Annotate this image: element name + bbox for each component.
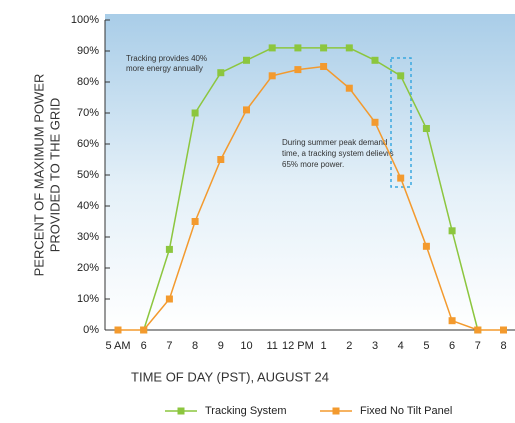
y-tick-label: 60%	[77, 138, 99, 150]
legend-label: Tracking System	[205, 405, 287, 417]
annotation: time, a tracking system delievrs	[282, 149, 394, 158]
y-tick-label: 50%	[77, 169, 99, 181]
y-tick-label: 20%	[77, 262, 99, 274]
point	[294, 44, 301, 51]
point	[115, 327, 122, 334]
x-tick-label: 5 AM	[105, 340, 130, 352]
x-tick-label: 11	[266, 340, 277, 352]
y-tick-label: 100%	[71, 14, 99, 26]
legend-marker	[178, 408, 185, 415]
point	[372, 119, 379, 126]
y-tick-label: 90%	[77, 45, 99, 57]
x-tick-label: 7	[166, 340, 172, 352]
point	[269, 44, 276, 51]
x-tick-label: 10	[240, 340, 252, 352]
point	[423, 243, 430, 250]
x-tick-label: 6	[449, 340, 455, 352]
point	[166, 246, 173, 253]
point	[269, 72, 276, 79]
point	[320, 44, 327, 51]
point	[449, 227, 456, 234]
legend-label: Fixed No Tilt Panel	[360, 405, 452, 417]
point	[294, 66, 301, 73]
y-tick-label: 80%	[77, 76, 99, 88]
point	[346, 44, 353, 51]
page: TIME OF DAY (PST), AUGUST 24 PERCENT OF …	[0, 0, 515, 423]
x-tick-label: 5	[423, 340, 429, 352]
x-tick-label: 9	[218, 340, 224, 352]
y-tick-label: 40%	[77, 200, 99, 212]
point	[192, 110, 199, 117]
x-axis-title: TIME OF DAY (PST), AUGUST 24	[131, 369, 329, 384]
point	[217, 69, 224, 76]
point	[397, 72, 404, 79]
y-tick-label: 10%	[77, 293, 99, 305]
point	[449, 317, 456, 324]
point	[166, 296, 173, 303]
x-tick-label: 4	[398, 340, 404, 352]
x-tick-label: 6	[141, 340, 147, 352]
point	[243, 57, 250, 64]
y-tick-label: 70%	[77, 107, 99, 119]
annotation: 65% more power.	[282, 160, 344, 169]
point	[217, 156, 224, 163]
point	[320, 63, 327, 70]
annotation: Tracking provides 40%	[126, 54, 207, 63]
point	[500, 327, 507, 334]
y-axis-title-line: PROVIDED TO THE GRID	[47, 98, 62, 253]
y-tick-label: 0%	[83, 324, 99, 336]
x-tick-label: 8	[500, 340, 506, 352]
x-tick-label: 3	[372, 340, 378, 352]
annotation: more energy annually	[126, 64, 203, 73]
point	[423, 125, 430, 132]
x-tick-label: 1	[321, 340, 327, 352]
x-tick-label: 7	[475, 340, 481, 352]
point	[372, 57, 379, 64]
legend-marker	[333, 408, 340, 415]
y-tick-label: 30%	[77, 231, 99, 243]
point	[243, 106, 250, 113]
x-tick-label: 2	[346, 340, 352, 352]
y-axis-title: PERCENT OF MAXIMUM POWER PROVIDED TO THE…	[31, 74, 62, 277]
point	[474, 327, 481, 334]
point	[140, 327, 147, 334]
chart: TIME OF DAY (PST), AUGUST 24 PERCENT OF …	[0, 0, 515, 423]
point	[397, 175, 404, 182]
x-tick-label: 12 PM	[282, 340, 314, 352]
annotation: During summer peak demand	[282, 138, 387, 147]
point	[346, 85, 353, 92]
y-axis-title-line: PERCENT OF MAXIMUM POWER	[31, 74, 46, 277]
x-tick-label: 8	[192, 340, 198, 352]
point	[192, 218, 199, 225]
